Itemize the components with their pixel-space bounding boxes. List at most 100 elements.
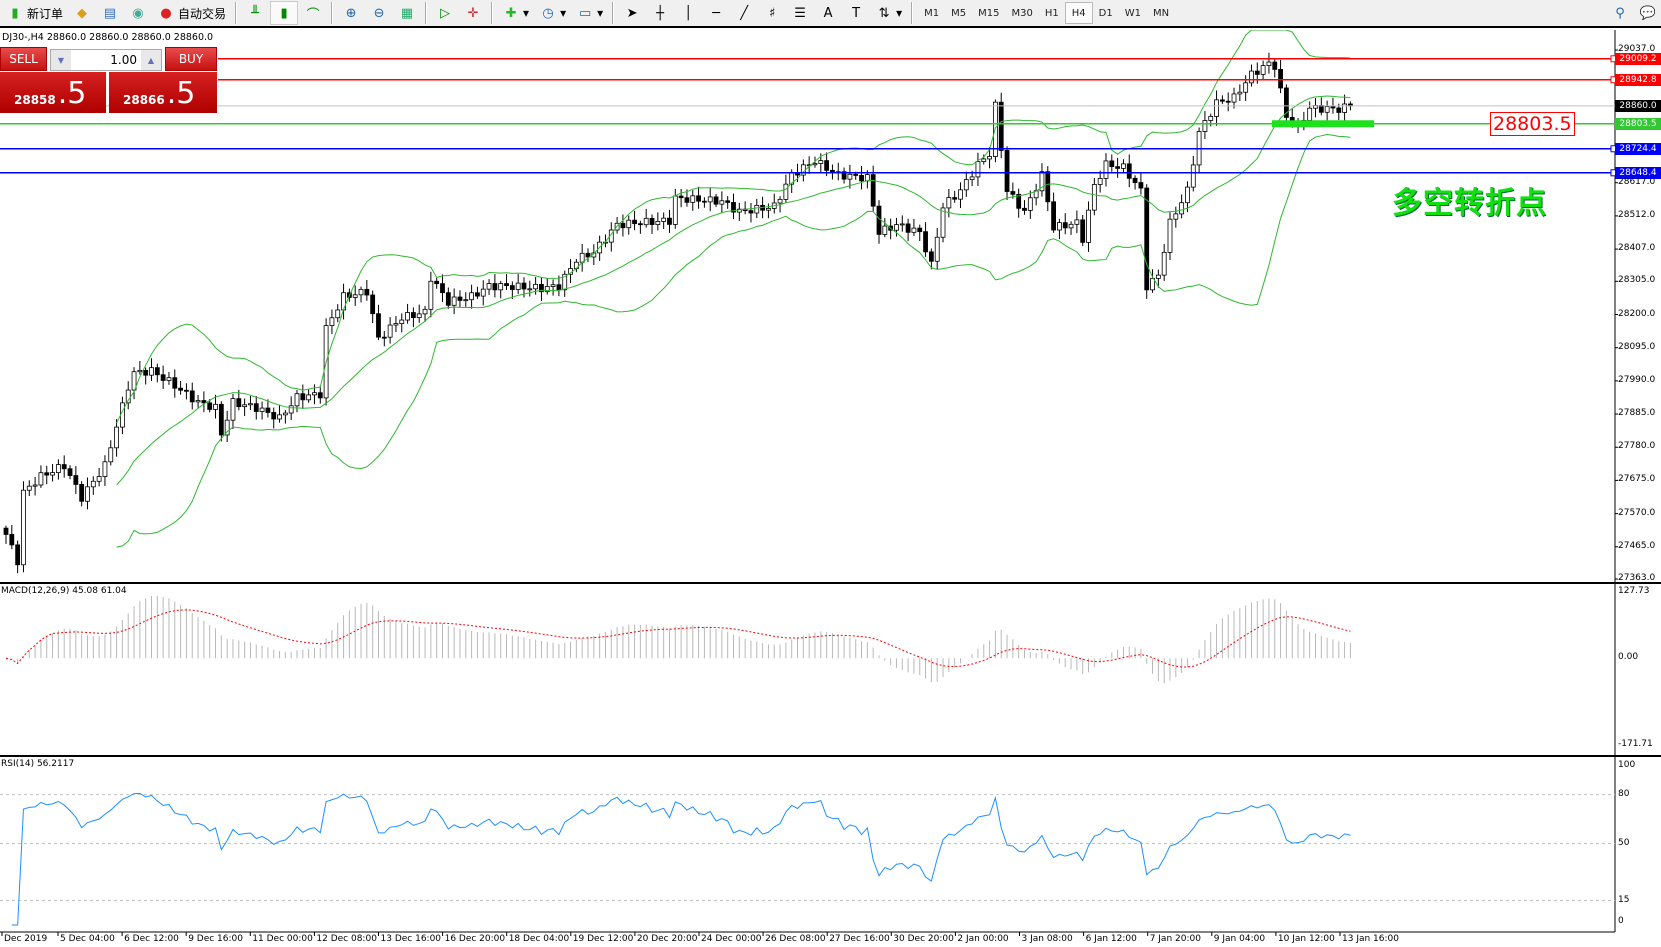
candle	[812, 156, 818, 168]
bull-candle-body	[149, 367, 154, 376]
candle	[492, 274, 498, 298]
candle	[1249, 64, 1254, 87]
time-tick-label: Dec 2019	[4, 934, 48, 944]
buy-price-button[interactable]: 28866.5	[109, 72, 217, 113]
candle	[696, 186, 701, 209]
signals-button[interactable]: ◉	[125, 1, 151, 25]
auto-trading-button[interactable]: ● 自动交易	[153, 1, 230, 25]
bear-candle-body	[271, 412, 277, 420]
search-button[interactable]: ⚲	[1607, 1, 1633, 25]
bear-candle-body	[1254, 70, 1260, 75]
candle	[556, 275, 562, 297]
chart-shift-button[interactable]: ✛	[460, 1, 486, 25]
timeframe-d1[interactable]: D1	[1098, 7, 1113, 19]
candle	[626, 215, 632, 235]
lot-size-stepper[interactable]: ▼ ▲	[50, 49, 162, 71]
candle	[387, 317, 393, 344]
bar-chart-button[interactable]: ╨	[242, 1, 268, 25]
bear-candle-body	[1022, 207, 1027, 211]
candle	[189, 382, 195, 410]
candle	[655, 212, 661, 231]
bear-candle-body	[1138, 182, 1144, 189]
candle	[620, 214, 626, 237]
bull-candle-body	[312, 392, 317, 396]
arrows-button[interactable]: ⇅ ▾	[871, 1, 906, 25]
zoom-in-button[interactable]: ⊕	[338, 1, 364, 25]
candle	[358, 286, 364, 303]
bull-candle-body	[882, 225, 888, 235]
sell-price-button[interactable]: 28858.5	[0, 72, 106, 113]
candle	[981, 154, 987, 165]
indicators-button[interactable]: ✚ ▾	[498, 1, 533, 25]
lot-increase-icon[interactable]: ▲	[141, 50, 161, 70]
candle	[184, 383, 189, 400]
candle	[79, 481, 85, 507]
candle-chart-button[interactable]: ▮	[270, 1, 299, 25]
bear-candle-body	[1284, 87, 1289, 118]
bull-candle-body	[777, 198, 783, 204]
line-chart-button[interactable]: ⌒	[300, 1, 326, 25]
bear-candle-body	[509, 285, 515, 290]
bull-candle-body	[707, 196, 713, 203]
annotation-text[interactable]: 多空转折点	[1392, 186, 1547, 221]
templates-button[interactable]: ▭ ▾	[572, 1, 607, 25]
line-chart-icon: ⌒	[306, 7, 320, 23]
timeframe-h1[interactable]: H1	[1044, 7, 1059, 19]
bull-candle-body	[719, 200, 725, 205]
candle	[21, 481, 26, 573]
price-tick-label: 27990.0	[1618, 374, 1656, 385]
chat-button[interactable]: 💬	[1635, 1, 1661, 25]
lot-decrease-icon[interactable]: ▼	[51, 50, 71, 70]
timeframe-w1[interactable]: W1	[1124, 7, 1141, 19]
auto-scroll-button[interactable]: ▷	[432, 1, 458, 25]
timeframe-m5[interactable]: M5	[951, 7, 967, 19]
timeframe-m1[interactable]: M1	[924, 7, 940, 19]
text-button[interactable]: A	[815, 1, 841, 25]
text-label-button[interactable]: T	[843, 1, 869, 25]
candle	[445, 287, 451, 309]
fibonacci-button[interactable]: ☰	[787, 1, 813, 25]
candle	[894, 217, 899, 237]
bear-candle-body	[73, 475, 79, 485]
tile-windows-button[interactable]: ▦	[394, 1, 420, 25]
rsi-tick-label: 80	[1618, 788, 1630, 799]
search-icon: ⚲	[1615, 5, 1625, 21]
buy-button[interactable]: BUY	[165, 47, 217, 71]
bull-candle-body	[399, 319, 405, 324]
bull-candle-body	[1260, 65, 1266, 75]
candle	[952, 190, 958, 203]
bull-candle-body	[114, 426, 119, 449]
timeframe-m15[interactable]: M15	[978, 7, 1000, 19]
bull-candle-body	[1027, 197, 1033, 211]
new-order-button[interactable]: ▮ 新订单	[2, 1, 67, 25]
sell-button[interactable]: SELL	[0, 47, 47, 71]
price-tick-label: 28407.0	[1618, 243, 1656, 254]
candle	[463, 292, 469, 307]
bear-candle-body	[539, 283, 544, 293]
periods-button[interactable]: ◷ ▾	[535, 1, 570, 25]
price-tick-label: 28200.0	[1618, 308, 1656, 319]
price-label-box[interactable]: 28803.5	[1490, 112, 1575, 136]
meta-editor-button[interactable]: ◆	[69, 1, 95, 25]
crosshair-button[interactable]: ┼	[647, 1, 673, 25]
timeframe-h4[interactable]: H4	[1064, 2, 1093, 24]
lot-size-input[interactable]	[71, 50, 141, 70]
terminal-button[interactable]: ▤	[97, 1, 123, 25]
cursor-button[interactable]: ➤	[619, 1, 645, 25]
trendline-button[interactable]: ╱	[731, 1, 757, 25]
bull-candle-body	[224, 419, 230, 436]
vertical-line-button[interactable]: │	[675, 1, 701, 25]
timeframe-m30[interactable]: M30	[1011, 7, 1033, 19]
timeframe-mn[interactable]: MN	[1152, 7, 1170, 19]
bull-candle-body	[416, 313, 422, 319]
candles	[3, 52, 1353, 574]
bull-candle-body	[643, 217, 649, 226]
bull-candle-body	[166, 377, 172, 381]
candle	[154, 363, 160, 383]
candle	[987, 147, 992, 169]
chart-canvas[interactable]	[0, 30, 1661, 947]
zoom-out-button[interactable]: ⊖	[366, 1, 392, 25]
channel-button[interactable]: ♯	[759, 1, 785, 25]
horizontal-line-button[interactable]: ─	[703, 1, 729, 25]
bull-candle-body	[1057, 222, 1062, 231]
